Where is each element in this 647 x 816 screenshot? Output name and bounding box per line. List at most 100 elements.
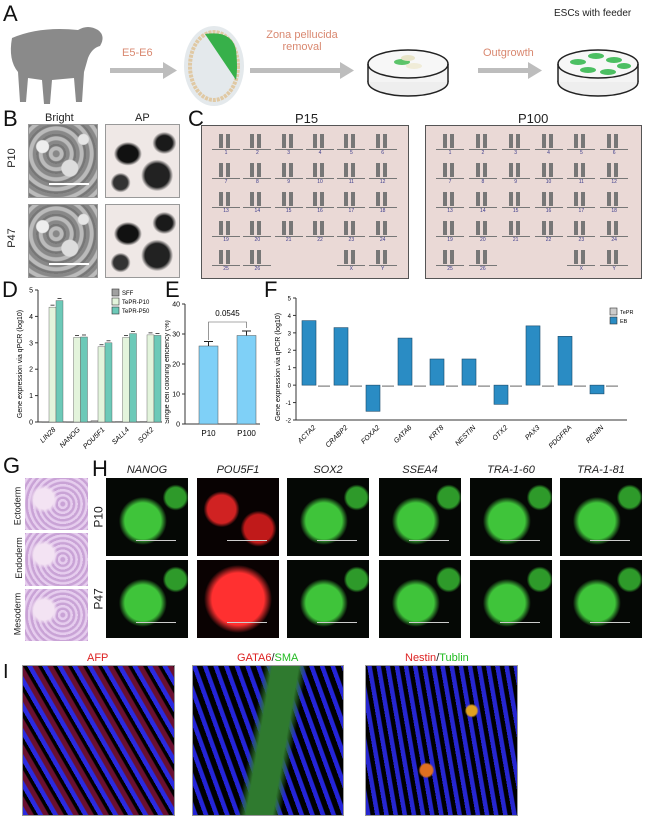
y-tick-label: 20 [172, 362, 180, 369]
divider [337, 236, 366, 237]
chromosome-glyph [344, 250, 359, 264]
chromosome-glyph [344, 192, 359, 206]
x-tick-label: ACTA2 [296, 424, 317, 445]
marker-label: NANOG [126, 464, 168, 476]
scale-bar [409, 622, 449, 623]
chromosome-number: 17 [348, 208, 355, 214]
arrow-icon [250, 62, 354, 79]
fluorescence-image-tra-1-81-p47 [560, 560, 642, 638]
y-tick-label: 10 [172, 392, 180, 399]
karyotype-title-p100: P100 [518, 111, 549, 126]
divider [274, 207, 303, 208]
divider [212, 207, 240, 208]
chromosome-pair: 9 [501, 163, 530, 185]
panel-label-b: B [3, 106, 18, 131]
chromosome-pair: 17 [337, 192, 366, 214]
bar-tepr-p10 [48, 306, 57, 423]
bar-tepr-p10 [73, 337, 81, 423]
bar-sff [139, 421, 148, 423]
fluorescence-image-sox2-p47 [287, 560, 369, 638]
bar-tepr-p50 [153, 335, 162, 423]
chromosome-glyph [443, 250, 457, 264]
divider [534, 178, 563, 179]
chromosome-number: 18 [611, 208, 617, 214]
divider [337, 178, 366, 179]
chromosome-number: 13 [447, 208, 453, 214]
scale-bar [227, 622, 267, 623]
stain-tublin: Tublin [439, 652, 469, 664]
chromosome-pair: 8 [468, 163, 497, 185]
marker-label: TRA-1-81 [577, 464, 625, 476]
chromosome-glyph [443, 192, 457, 206]
bar-sff [66, 421, 74, 423]
bar-tepr-p10 [97, 346, 106, 423]
chromosome-number: 11 [578, 179, 584, 185]
chromosome-pair: 6 [600, 134, 629, 156]
chromosome-pair: 18 [368, 192, 397, 214]
divider [534, 149, 563, 150]
divider [368, 149, 397, 150]
legend-label: TePR [620, 310, 633, 316]
row-label-ectoderm: Ectoderm [12, 486, 23, 526]
divider [468, 149, 497, 150]
chromosome-pair: 24 [368, 221, 397, 243]
y-tick-label: 3 [29, 340, 33, 347]
chromosome-pair: 4 [534, 134, 563, 156]
chromosome-number: 9 [514, 179, 518, 185]
bar [236, 335, 257, 425]
legend-swatch [111, 288, 120, 297]
chromosome-glyph [375, 134, 390, 148]
fluorescence-image-tra-1-81-p10 [560, 478, 642, 556]
divider [306, 149, 334, 150]
chromosome-glyph [574, 134, 589, 148]
chromosome-number: 2 [481, 150, 485, 156]
chromosome-pair: 5 [337, 134, 366, 156]
y-tick-label: 5 [288, 297, 292, 303]
arrow-icon [478, 62, 542, 79]
x-tick-label: GATA6 [393, 424, 414, 445]
chromosome-number: 6 [381, 150, 385, 156]
chromosome-number: 24 [379, 237, 386, 243]
row-label-p47: P47 [5, 228, 18, 248]
culture-dish-icon [557, 49, 639, 97]
chromosome-pair: 26 [468, 250, 497, 272]
divider [600, 178, 629, 179]
chromosome-pair: 14 [468, 192, 497, 214]
chromosome-number: 26 [254, 266, 261, 272]
divider [212, 265, 240, 266]
chromosome-pair: 11 [337, 163, 366, 185]
chromosome-glyph [475, 163, 490, 177]
fluorescence-image-ssea4-p47 [379, 560, 461, 638]
divider [600, 265, 629, 266]
y-tick-label: 30 [172, 332, 180, 339]
x-tick-label: NESTIN [454, 424, 478, 448]
column-label-bright: Bright [45, 112, 74, 124]
chromosome-pair: 7 [212, 163, 240, 185]
chromosome-number: 14 [480, 208, 486, 214]
chromosome-glyph [541, 221, 556, 235]
divider [368, 207, 397, 208]
x-tick-label: RENIN [585, 424, 606, 445]
bright-field-image-p47 [28, 204, 98, 278]
divider [600, 149, 629, 150]
divider [534, 207, 563, 208]
x-tick-label: FOXA2 [360, 424, 381, 445]
divider [368, 236, 397, 237]
chromosome-pair: 22 [306, 221, 334, 243]
row-label-p10: P10 [5, 148, 18, 168]
chromosome-glyph [313, 134, 327, 148]
divider [436, 236, 464, 237]
chromosome-glyph [475, 221, 490, 235]
divider [600, 207, 629, 208]
x-tick-label: PAX3 [524, 424, 541, 441]
chromosome-number: Y [612, 266, 616, 272]
chromosome-glyph [541, 163, 556, 177]
chromosome-number: 20 [480, 237, 486, 243]
chromosome-pair: X [337, 250, 366, 272]
chromosome-glyph [313, 221, 327, 235]
stain-label-gata6-sma: GATA6/SMA [237, 652, 298, 664]
chromosome-number: X [349, 266, 353, 272]
bar-eb [525, 325, 541, 386]
culture-dish-icon [367, 49, 449, 97]
fluorescence-image-nanog-p10 [106, 478, 188, 556]
